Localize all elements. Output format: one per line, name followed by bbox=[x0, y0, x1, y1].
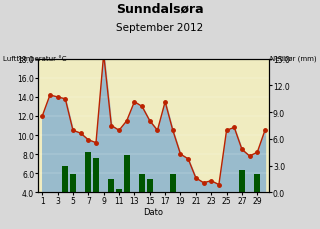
Bar bbox=[108, 179, 114, 192]
Bar bbox=[93, 159, 99, 192]
Bar bbox=[254, 175, 260, 192]
Bar bbox=[239, 170, 245, 192]
Text: Nedbør (mm): Nedbør (mm) bbox=[270, 55, 317, 61]
Bar bbox=[116, 189, 122, 192]
Bar bbox=[85, 153, 91, 192]
Text: Sunndalsøra: Sunndalsøra bbox=[116, 2, 204, 15]
Bar bbox=[70, 175, 76, 192]
Bar bbox=[124, 155, 130, 192]
Bar bbox=[170, 175, 176, 192]
Text: Lufttemperatur °C: Lufttemperatur °C bbox=[3, 55, 67, 62]
Bar bbox=[147, 179, 153, 192]
Bar bbox=[62, 166, 68, 192]
X-axis label: Dato: Dato bbox=[144, 207, 164, 216]
Text: September 2012: September 2012 bbox=[116, 23, 204, 33]
Bar bbox=[139, 175, 145, 192]
